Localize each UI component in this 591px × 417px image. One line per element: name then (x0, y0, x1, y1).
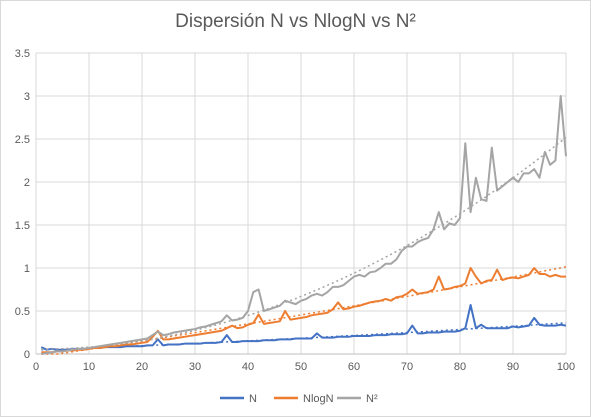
y-tick-label: 1.5 (15, 220, 30, 232)
y-tick-label: 0 (24, 349, 30, 361)
y-tick-label: 3.5 (15, 48, 30, 60)
y-tick-label: 3 (24, 91, 30, 103)
x-tick-label: 20 (136, 361, 148, 373)
x-tick-label: 70 (401, 361, 413, 373)
chart-title: Dispersión N vs NlogN vs N² (175, 11, 416, 32)
x-tick-label: 50 (295, 361, 307, 373)
x-tick-label: 90 (507, 361, 519, 373)
x-tick-label: 80 (454, 361, 466, 373)
y-tick-label: 1 (24, 263, 30, 275)
y-tick-label: 2 (24, 177, 30, 189)
y-tick-label: 2.5 (15, 134, 30, 146)
x-tick-label: 40 (242, 361, 254, 373)
series-line-0 (40, 303, 567, 351)
x-tick-label: 0 (33, 361, 39, 373)
trendline-1 (41, 266, 567, 355)
x-tick-label: 100 (557, 361, 575, 373)
series-line-2 (41, 95, 567, 355)
legend-label-1: NlogN (303, 393, 334, 405)
series-line-1 (41, 267, 566, 354)
y-tick-label: 0.5 (15, 306, 30, 318)
legend-label-2: N² (366, 393, 378, 405)
x-tick-label: 10 (83, 361, 95, 373)
x-tick-label: 30 (189, 361, 201, 373)
x-tick-label: 60 (348, 361, 360, 373)
legend-label-0: N (249, 393, 257, 405)
